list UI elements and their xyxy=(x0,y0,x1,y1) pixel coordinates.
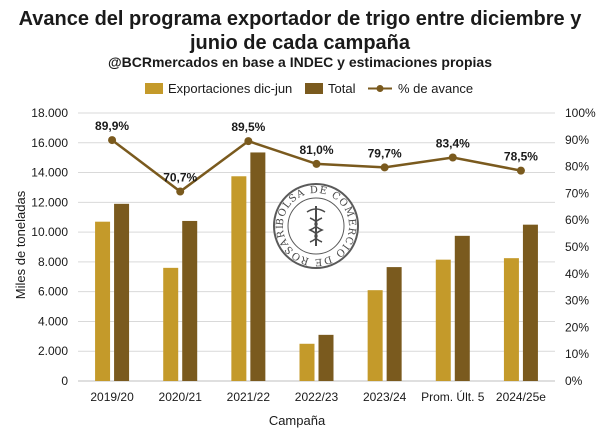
bar-total xyxy=(114,203,130,381)
y-tick-label: 2.000 xyxy=(38,344,68,358)
y2-tick-label: 40% xyxy=(565,267,589,281)
avance-point xyxy=(312,159,321,168)
y-tick-label: 6.000 xyxy=(38,285,68,299)
avance-point xyxy=(244,137,253,146)
avance-point xyxy=(176,187,185,196)
y-tick-label: 10.000 xyxy=(31,225,68,239)
avance-data-label: 79,7% xyxy=(368,146,402,160)
bar-total xyxy=(386,267,402,381)
y-axis-label: Miles de toneladas xyxy=(13,190,28,299)
bar-exportaciones xyxy=(231,176,247,381)
x-axis-label: Campaña xyxy=(269,413,326,428)
seal-inner-ring xyxy=(287,197,345,255)
chart-legend: Exportaciones dic-jun Total % de avance xyxy=(145,81,473,96)
y2-tick-label: 100% xyxy=(565,106,596,120)
bar-exportaciones xyxy=(299,343,315,381)
y-tick-label: 8.000 xyxy=(38,255,68,269)
avance-data-label: 81,0% xyxy=(299,143,333,157)
bar-exportaciones xyxy=(95,221,111,381)
bar-exportaciones xyxy=(163,267,179,381)
y2-tick-label: 60% xyxy=(565,213,589,227)
legend-swatch-exportaciones xyxy=(145,83,163,94)
y2-tick-label: 90% xyxy=(565,133,589,147)
seal-emblem-serpent xyxy=(314,217,324,243)
x-tick-label: 2023/24 xyxy=(363,390,407,404)
y2-tick-label: 70% xyxy=(565,186,589,200)
x-tick-label: 2022/23 xyxy=(295,390,339,404)
seal-emblem-wings xyxy=(306,208,326,213)
avance-line: 89,9% 70,7% 89,5% 81,0% 79,7% 83,4% 78,5% xyxy=(95,119,538,196)
y2-tick-label: 80% xyxy=(565,160,589,174)
legend-label-total: Total xyxy=(328,81,356,96)
avance-data-label: 78,5% xyxy=(504,150,538,164)
avance-point xyxy=(516,166,525,175)
y2-tick-label: 0% xyxy=(565,374,583,388)
legend-label-exportaciones: Exportaciones dic-jun xyxy=(168,81,292,96)
chart-subtitle: @BCRmercados en base a INDEC y estimacio… xyxy=(108,54,492,70)
bar-total xyxy=(522,224,538,381)
chart-title-line1: Avance del programa exportador de trigo … xyxy=(19,8,583,30)
legend-marker-avance xyxy=(376,85,384,92)
y-tick-label: 16.000 xyxy=(31,136,68,150)
legend-label-avance: % de avance xyxy=(398,81,473,96)
bars xyxy=(95,152,538,381)
x-tick-label: 2019/20 xyxy=(90,390,134,404)
avance-data-label: 89,5% xyxy=(231,120,265,134)
x-tick-label: 2024/25e xyxy=(496,390,546,404)
bar-total xyxy=(318,334,334,381)
avance-point xyxy=(448,153,457,162)
bar-total xyxy=(250,152,266,381)
bar-total xyxy=(454,235,470,381)
bar-exportaciones xyxy=(503,258,519,381)
bar-total xyxy=(182,220,198,381)
avance-point xyxy=(380,163,389,172)
y-tick-label: 14.000 xyxy=(31,166,68,180)
legend-swatch-total xyxy=(305,83,323,94)
y2-tick-label: 50% xyxy=(565,240,589,254)
bar-exportaciones xyxy=(367,290,383,381)
y-tick-label: 18.000 xyxy=(31,106,68,120)
y2-tick-label: 20% xyxy=(565,320,589,334)
x-tick-label: Prom. Últ. 5 xyxy=(421,389,485,404)
avance-data-label: 70,7% xyxy=(163,171,197,185)
x-tick-label: 2021/22 xyxy=(227,390,271,404)
avance-data-label: 89,9% xyxy=(95,119,129,133)
y2-tick-label: 30% xyxy=(565,294,589,308)
bar-exportaciones xyxy=(435,259,451,381)
avance-data-label: 83,4% xyxy=(436,136,470,150)
y-tick-label: 0 xyxy=(61,374,68,388)
avance-point xyxy=(108,136,117,145)
y-tick-label: 12.000 xyxy=(31,195,68,209)
y2-tick-label: 10% xyxy=(565,347,589,361)
x-tick-label: 2020/21 xyxy=(159,390,203,404)
chart-title-line2: junio de cada campaña xyxy=(189,32,411,54)
y-tick-label: 4.000 xyxy=(38,314,68,328)
axis-ticks: 0 2.000 4.000 6.000 8.000 10.000 12.000 14.000 1… xyxy=(31,106,596,404)
